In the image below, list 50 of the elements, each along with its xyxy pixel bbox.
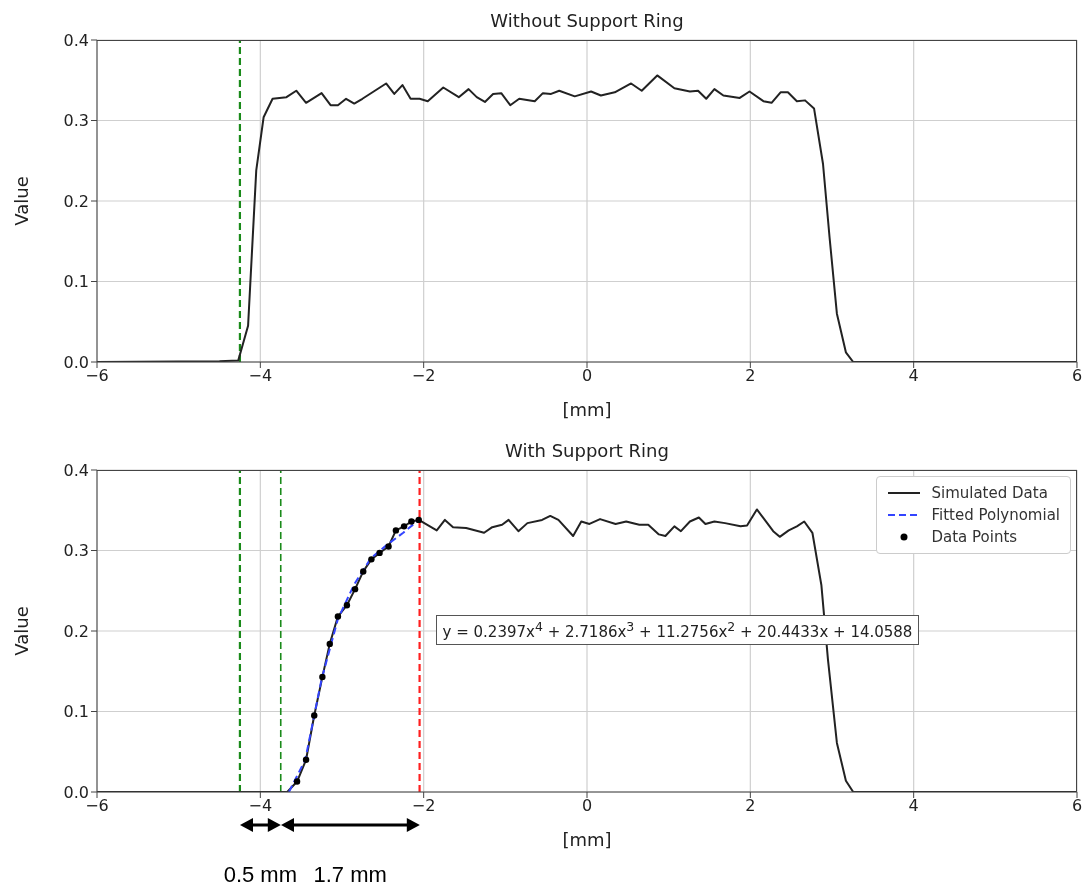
chart-title: With Support Ring [504, 440, 670, 461]
point [385, 543, 392, 550]
text: 1.7 mm [313, 862, 387, 887]
annotation: y = 0.2397x$^{4}$ + 2.7186x$^{3}$ + 11.2756x$^{2}$ + 20.4433x + 14.0588 [435, 615, 920, 645]
y-tick-label: 0.0 [63, 782, 89, 802]
point [343, 602, 351, 609]
x-tick-label: 0 [581, 366, 593, 386]
x-tick-label: 4 [908, 366, 919, 386]
x-tick-label: 2 [745, 366, 756, 386]
y-tick-label: 0.1 [63, 272, 89, 292]
y-tick-label: 0.3 [63, 541, 89, 561]
point [360, 568, 367, 575]
point [311, 712, 318, 719]
x-axis-title: [mm] [562, 829, 612, 850]
y-tick-label: 0.2 [63, 621, 89, 641]
point [415, 516, 422, 524]
x-tick-label: 4 [908, 796, 919, 816]
text: 0.5 mm [223, 862, 297, 887]
x-tick-label: 2 [745, 796, 756, 816]
chart-title: Without Support Ring [489, 10, 685, 31]
x-tick-label: 0 [581, 796, 593, 816]
point [376, 549, 383, 557]
y-tick-label: 0.0 [63, 352, 89, 372]
x-tick-label: −2 [411, 796, 436, 816]
x-tick-label: −4 [248, 796, 273, 816]
legend-label: Data Points [931, 528, 1018, 546]
x-tick-label: 6 [1071, 366, 1083, 386]
point [319, 673, 326, 681]
legend-label: Simulated Data [931, 484, 1048, 502]
point [326, 640, 333, 648]
point [334, 613, 342, 620]
point [302, 756, 310, 763]
legend-label: Fitted Polynomial [931, 506, 1060, 524]
x-tick-label: 6 [1071, 796, 1083, 816]
point [293, 778, 301, 785]
y-tick-label: 0.2 [63, 191, 89, 211]
x-tick-label: −2 [411, 366, 436, 386]
y-tick-label: 0.4 [63, 30, 89, 50]
y-axis-title: Value [11, 606, 33, 656]
point [408, 518, 415, 525]
y-tick-label: 0.3 [63, 111, 89, 131]
point [400, 523, 408, 530]
point [392, 527, 400, 534]
point [351, 585, 359, 593]
y-tick-label: 0.1 [63, 702, 89, 722]
x-axis-title: [mm] [562, 399, 612, 420]
point [368, 556, 375, 563]
x-tick-label: −4 [248, 366, 273, 386]
y-tick-label: 0.4 [63, 460, 89, 480]
y-axis-title: Value [11, 176, 33, 226]
